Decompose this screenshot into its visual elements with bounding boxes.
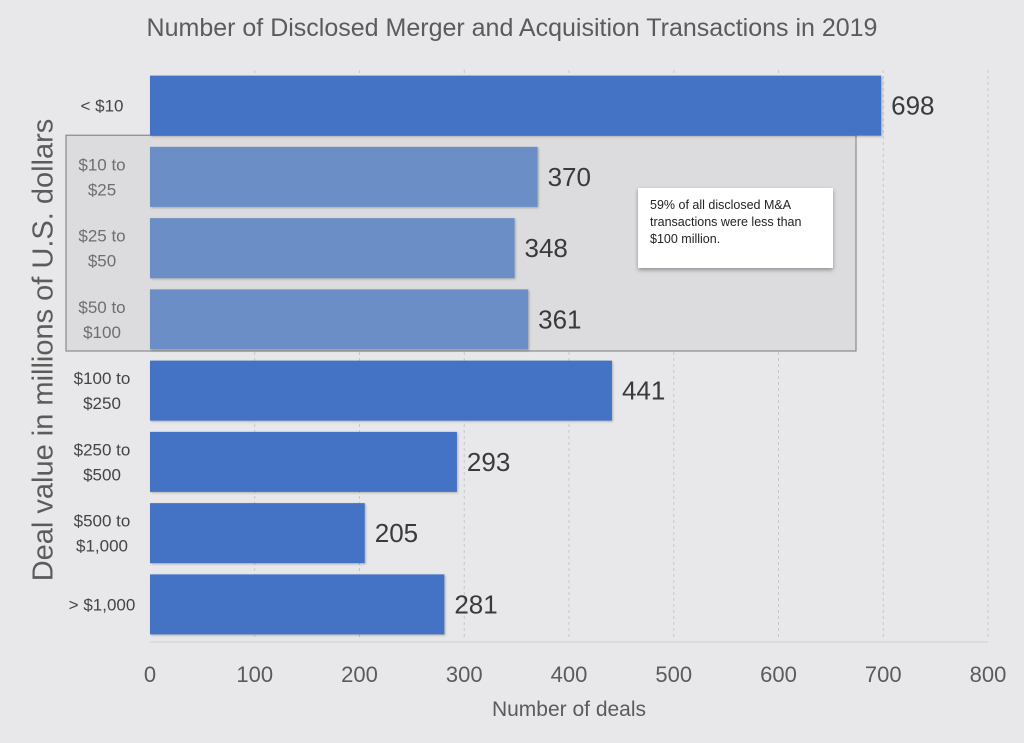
annotation-text: 59% of all disclosed M&A transactions we… — [650, 198, 802, 246]
category-label: $500 to $1,000 — [74, 512, 131, 556]
x-axis-label: Number of deals — [491, 698, 647, 721]
x-tick-label: 100 — [236, 662, 273, 687]
data-label: 348 — [525, 233, 568, 263]
x-tick-label: 600 — [760, 662, 797, 687]
data-label: 370 — [548, 162, 591, 192]
category-label: $50 to $100 — [78, 298, 125, 342]
category-label: $250 to $500 — [74, 440, 131, 484]
category-label: $10 to $25 — [78, 155, 125, 199]
x-tick-label: 800 — [970, 662, 1007, 687]
data-label: 361 — [538, 304, 581, 334]
category-label: $100 to $250 — [74, 369, 131, 413]
bar — [150, 360, 612, 421]
bar — [150, 503, 365, 564]
annotation-callout: 59% of all disclosed M&A transactions we… — [638, 188, 833, 268]
x-tick-label: 300 — [446, 662, 483, 687]
x-tick-label: 200 — [341, 662, 378, 687]
x-tick-label: 500 — [655, 662, 692, 687]
bar — [150, 574, 445, 635]
data-label: 441 — [622, 376, 665, 406]
data-label: 698 — [891, 91, 934, 121]
category-label: < $10 — [80, 97, 123, 116]
bar — [150, 218, 515, 279]
x-tick-label: 0 — [144, 662, 156, 687]
chart-title: Number of Disclosed Merger and Acquisiti… — [146, 14, 878, 42]
data-label: 293 — [467, 447, 510, 477]
x-tick-label: 400 — [551, 662, 588, 687]
bar — [150, 75, 882, 136]
x-tick-label: 700 — [865, 662, 902, 687]
data-label: 281 — [454, 589, 497, 619]
bar — [150, 146, 538, 207]
bar — [150, 431, 457, 492]
category-label: > $1,000 — [69, 595, 136, 614]
data-label: 205 — [375, 518, 418, 548]
bar — [150, 289, 529, 350]
category-label: $25 to $50 — [78, 227, 125, 271]
